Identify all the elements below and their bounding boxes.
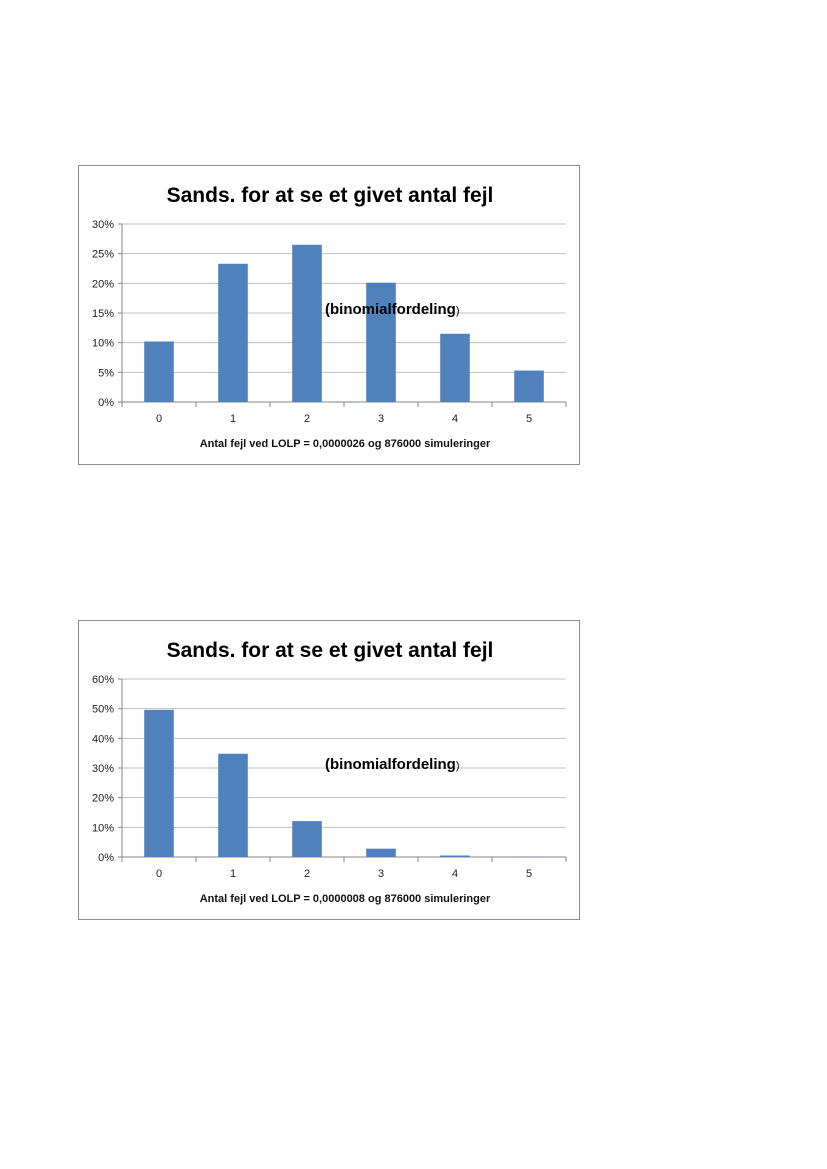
x-axis-title: Antal fejl ved LOLP = 0,0000026 og 87600…	[200, 438, 491, 450]
y-tick-label: 0%	[98, 397, 114, 409]
chart-annotation: (binomialfordeling)	[325, 756, 460, 773]
chart-2-svg: Sands. for at se et givet antal fejl 0% 1…	[92, 639, 567, 905]
x-tick-labels: 0 1 2 3 4 5	[156, 413, 532, 425]
chart-title: Sands. for at se et givet antal fejl	[167, 184, 494, 207]
chart-title: Sands. for at se et givet antal fejl	[167, 639, 494, 662]
y-tick-label: 10%	[92, 338, 114, 350]
bar	[366, 282, 396, 402]
annotation-text: (binomialfordeling	[325, 756, 456, 773]
bars	[144, 709, 544, 857]
y-tick-label: 15%	[92, 308, 114, 320]
chart-1-svg: Sands. for at se et givet antal fejl 0% 5…	[92, 184, 567, 450]
y-tick-label: 0%	[98, 852, 114, 864]
y-tick-label: 5%	[98, 367, 114, 379]
chart-2: Sands. for at se et givet antal fejl 0% 1…	[78, 620, 580, 920]
bar	[218, 753, 248, 857]
y-tick-label: 40%	[92, 733, 114, 745]
y-tick-label: 20%	[92, 793, 114, 805]
bars	[144, 244, 544, 402]
y-tick-label: 30%	[92, 219, 114, 231]
axes	[118, 223, 567, 407]
y-tick-labels: 0% 5% 10% 15% 20% 25% 30%	[92, 219, 114, 409]
chart-annotation: (binomialfordeling)	[325, 301, 460, 318]
x-tick-label: 4	[452, 868, 458, 880]
x-axis-title: Antal fejl ved LOLP = 0,0000008 og 87600…	[200, 893, 491, 905]
y-tick-labels: 0% 10% 20% 30% 40% 50% 60%	[92, 674, 114, 864]
annotation-paren: )	[456, 305, 460, 317]
gridlines	[122, 223, 566, 373]
x-tick-label: 5	[526, 868, 532, 880]
y-tick-label: 10%	[92, 822, 114, 834]
chart-1: Sands. for at se et givet antal fejl 0% 5…	[78, 165, 580, 465]
bar	[440, 855, 470, 857]
bar	[514, 370, 544, 402]
axes	[118, 678, 567, 862]
x-tick-label: 1	[230, 413, 236, 425]
bar	[218, 263, 248, 402]
y-tick-label: 60%	[92, 674, 114, 686]
x-tick-labels: 0 1 2 3 4 5	[156, 868, 532, 880]
x-tick-label: 5	[526, 413, 532, 425]
bar	[144, 341, 174, 402]
bar	[292, 821, 322, 857]
y-tick-label: 20%	[92, 278, 114, 290]
x-tick-label: 0	[156, 868, 162, 880]
annotation-text: (binomialfordeling	[325, 301, 456, 318]
annotation-paren: )	[456, 760, 460, 772]
x-tick-label: 3	[378, 413, 384, 425]
x-tick-label: 4	[452, 413, 458, 425]
gridlines	[122, 678, 566, 828]
y-tick-label: 50%	[92, 704, 114, 716]
x-tick-label: 0	[156, 413, 162, 425]
x-tick-label: 1	[230, 868, 236, 880]
x-tick-label: 2	[304, 868, 310, 880]
bar	[292, 244, 322, 402]
bar	[144, 709, 174, 857]
bar	[366, 848, 396, 857]
bar	[440, 333, 470, 402]
y-tick-label: 25%	[92, 249, 114, 261]
x-tick-label: 2	[304, 413, 310, 425]
x-tick-label: 3	[378, 868, 384, 880]
y-tick-label: 30%	[92, 763, 114, 775]
